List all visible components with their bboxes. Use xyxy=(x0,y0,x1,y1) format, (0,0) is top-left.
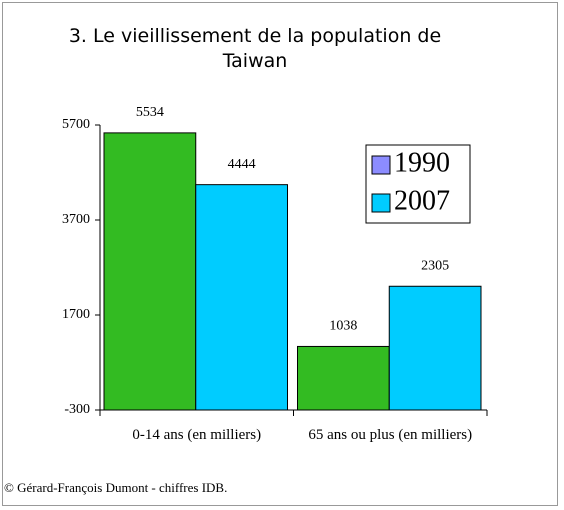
legend-swatch xyxy=(371,193,391,213)
bar xyxy=(297,345,390,411)
frame xyxy=(2,2,558,506)
bar xyxy=(388,285,482,411)
value-label: 5534 xyxy=(136,105,164,120)
bar xyxy=(195,184,288,411)
legend-swatch xyxy=(371,155,391,175)
x-tick-label: 0-14 ans (en milliers) xyxy=(132,427,262,443)
value-label: 1038 xyxy=(329,319,357,334)
y-tick-label: 1700 xyxy=(62,307,90,322)
y-tick-label: 5700 xyxy=(62,117,90,132)
y-tick-label: 3700 xyxy=(62,212,90,227)
x-tick-label: 65 ans ou plus (en milliers) xyxy=(308,427,473,443)
legend-label: 2007 xyxy=(394,185,450,216)
legend-label: 1990 xyxy=(394,147,450,178)
value-label: 4444 xyxy=(228,157,256,172)
footer: © Gérard-François Dumont - chiffres IDB. xyxy=(4,480,228,495)
chart-title: 3. Le vieillissement de la population de… xyxy=(68,25,442,72)
bar xyxy=(103,132,197,411)
value-label: 2305 xyxy=(421,258,449,273)
y-tick-label: -300 xyxy=(64,402,90,417)
